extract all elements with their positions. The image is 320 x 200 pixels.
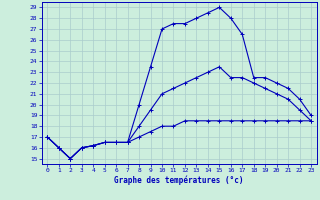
X-axis label: Graphe des températures (°c): Graphe des températures (°c)	[115, 176, 244, 185]
